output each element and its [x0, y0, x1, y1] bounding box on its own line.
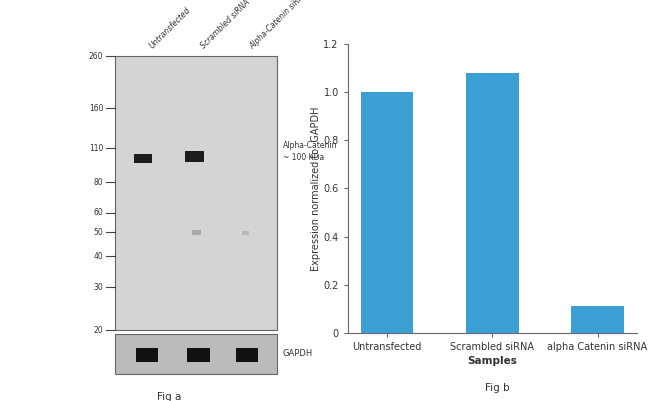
Y-axis label: Expression normalized to  GAPDH: Expression normalized to GAPDH: [311, 106, 320, 271]
Bar: [235, 348, 258, 362]
X-axis label: Samples: Samples: [467, 356, 517, 366]
Text: Fig a: Fig a: [157, 392, 181, 401]
Bar: [242, 231, 249, 235]
Text: 20: 20: [94, 326, 103, 335]
Text: 110: 110: [89, 144, 103, 153]
Bar: [361, 92, 413, 333]
Text: 40: 40: [94, 252, 103, 261]
Text: 260: 260: [88, 52, 103, 61]
Text: 30: 30: [94, 283, 103, 292]
Bar: [115, 334, 277, 374]
Text: Alpha-Catenin
~ 100 KDa: Alpha-Catenin ~ 100 KDa: [283, 142, 337, 162]
Bar: [187, 348, 209, 362]
Bar: [135, 348, 158, 362]
Text: 50: 50: [94, 228, 103, 237]
Bar: [134, 154, 152, 163]
Bar: [571, 306, 624, 333]
Text: GAPDH: GAPDH: [283, 349, 313, 358]
Text: Alpha-Catenin siRNA: Alpha-Catenin siRNA: [248, 0, 309, 51]
Bar: [115, 56, 277, 330]
Text: 80: 80: [94, 178, 103, 187]
Bar: [185, 151, 204, 162]
Text: Fig b: Fig b: [485, 383, 510, 393]
Text: Scrambled siRNA: Scrambled siRNA: [199, 0, 252, 51]
Text: Untransfected: Untransfected: [148, 6, 192, 51]
Text: 60: 60: [94, 209, 103, 217]
Bar: [466, 73, 519, 333]
Text: 160: 160: [88, 103, 103, 113]
Bar: [192, 230, 201, 235]
